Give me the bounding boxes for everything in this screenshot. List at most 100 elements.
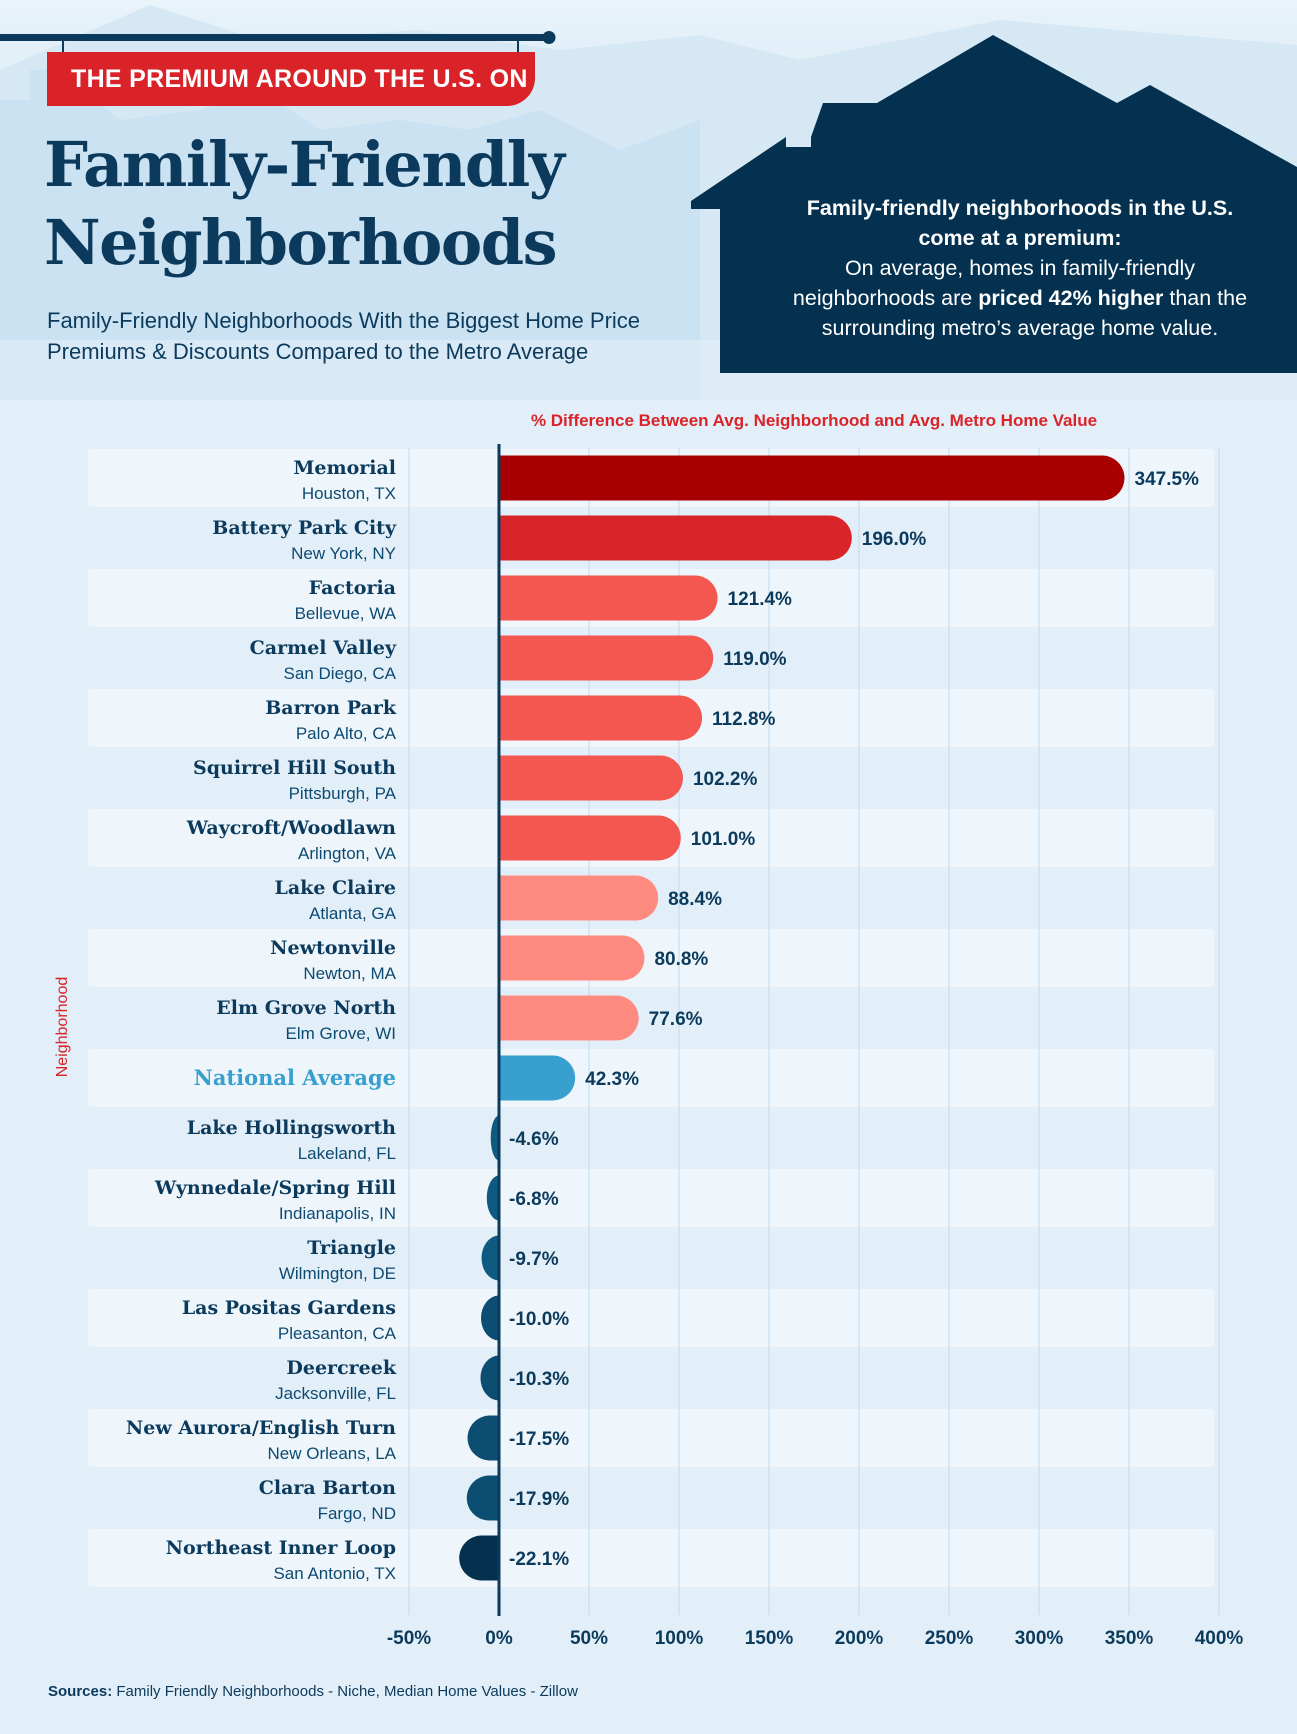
sources-label: Sources:	[48, 1683, 113, 1700]
callout-line4: neighborhoods are priced 42% higher than…	[740, 283, 1297, 313]
subtitle-line1: Family-Friendly Neighborhoods With the B…	[47, 308, 641, 333]
bar-row: 119.0% Carmel Valley San Diego, CA	[250, 635, 787, 683]
category-name: Northeast Inner Loop	[166, 1537, 396, 1559]
callout-text: Family-friendly neighborhoods in the U.S…	[740, 193, 1297, 343]
category-city: Jacksonville, FL	[275, 1384, 396, 1403]
x-tick-label: 50%	[570, 1628, 608, 1649]
category-name: Squirrel Hill South	[193, 757, 396, 779]
bar-value-label: 88.4%	[668, 889, 722, 910]
row-stripe	[88, 1049, 1214, 1107]
category-name: Waycroft/Woodlawn	[186, 817, 396, 839]
category-name: Deercreek	[286, 1357, 396, 1379]
category-city: Fargo, ND	[318, 1504, 396, 1523]
bar-row: 88.4% Lake Claire Atlanta, GA	[274, 875, 722, 923]
x-tick-label: 250%	[925, 1628, 974, 1649]
x-tick-label: -50%	[387, 1628, 431, 1649]
category-name: National Average	[194, 1065, 396, 1090]
callout-line1: Family-friendly neighborhoods in the U.S…	[806, 196, 1234, 220]
category-city: Wilmington, DE	[279, 1264, 396, 1283]
subtitle-line2: Premiums & Discounts Compared to the Met…	[47, 339, 589, 364]
bar-value-label: -10.3%	[509, 1369, 569, 1390]
bar-row: 196.0% Battery Park City New York, NY	[212, 515, 926, 563]
x-tick-label: 350%	[1105, 1628, 1154, 1649]
bar-value-label: 80.8%	[654, 949, 708, 970]
category-city: New York, NY	[291, 544, 396, 563]
bar-row: -10.3% Deercreek Jacksonville, FL	[275, 1355, 569, 1403]
bar-row: -9.7% Triangle Wilmington, DE	[279, 1235, 559, 1283]
bar-value-label: -17.5%	[509, 1429, 569, 1450]
bar-row: 347.5% Memorial Houston, TX	[293, 455, 1200, 503]
bar	[499, 755, 683, 801]
category-city: San Diego, CA	[284, 664, 397, 683]
row-stripe	[88, 1289, 1214, 1347]
bar-row: -10.0% Las Positas Gardens Pleasanton, CA	[182, 1295, 569, 1343]
bar-value-label: 101.0%	[691, 829, 756, 850]
x-tick-label: 150%	[745, 1628, 794, 1649]
callout-line4-pre: neighborhoods are	[792, 286, 979, 310]
category-city: Pleasanton, CA	[278, 1324, 397, 1343]
page-title-line2: Neighborhoods	[44, 206, 558, 279]
bar-value-label: 121.4%	[728, 589, 793, 610]
row-stripe	[88, 1169, 1214, 1227]
bar-value-label: -6.8%	[509, 1189, 559, 1210]
house-shape	[691, 35, 1297, 373]
bar	[499, 695, 703, 741]
bar	[467, 1415, 499, 1461]
category-name: Clara Barton	[259, 1477, 396, 1499]
bar-row: -22.1% Northeast Inner Loop San Antonio, T…	[166, 1535, 569, 1583]
category-city: San Antonio, TX	[273, 1564, 396, 1583]
bar	[499, 1055, 576, 1101]
category-name: Memorial	[293, 457, 396, 479]
bar-value-label: -22.1%	[509, 1549, 569, 1570]
bar-value-label: -4.6%	[509, 1129, 559, 1150]
category-city: Bellevue, WA	[295, 604, 397, 623]
bar-value-label: -17.9%	[509, 1489, 569, 1510]
category-city: Arlington, VA	[298, 844, 397, 863]
bar	[499, 635, 714, 681]
sources-note: Sources: Family Friendly Neighborhoods -…	[48, 1683, 578, 1700]
category-city: New Orleans, LA	[268, 1444, 397, 1463]
category-name: Carmel Valley	[250, 637, 397, 659]
sign-rod	[0, 34, 548, 41]
sign-rod-end	[542, 31, 556, 44]
bar	[499, 815, 681, 861]
sources-text: Family Friendly Neighborhoods - Niche, M…	[112, 1683, 578, 1700]
bar-row: -17.9% Clara Barton Fargo, ND	[259, 1475, 569, 1523]
bar-value-label: -10.0%	[509, 1309, 569, 1330]
category-name: Triangle	[307, 1237, 396, 1259]
bar	[481, 1235, 499, 1281]
category-city: Indianapolis, IN	[279, 1204, 396, 1223]
bar	[481, 1295, 499, 1341]
bar	[480, 1355, 499, 1401]
callout-line2: come at a premium:	[918, 226, 1122, 250]
category-city: Elm Grove, WI	[285, 1024, 396, 1043]
x-tick-label: 300%	[1015, 1628, 1064, 1649]
x-tick-label: 200%	[835, 1628, 884, 1649]
chart-title: % Difference Between Avg. Neighborhood a…	[530, 411, 1098, 430]
x-tick-label: 400%	[1195, 1628, 1244, 1649]
callout-highlight: priced 42% higher	[978, 286, 1164, 310]
category-city: Pittsburgh, PA	[289, 784, 397, 803]
bar-value-label: 347.5%	[1135, 469, 1200, 490]
houses-silhouette	[0, 70, 700, 400]
category-city: Newton, MA	[303, 964, 396, 983]
bar-value-label: 112.8%	[712, 709, 775, 730]
bar-row: 101.0% Waycroft/Woodlawn Arlington, VA	[186, 815, 756, 863]
category-name: Factoria	[309, 577, 396, 599]
callout-line5: surrounding metro’s average home value.	[821, 316, 1219, 340]
bar-row: -4.6% Lake Hollingsworth Lakeland, FL	[187, 1115, 559, 1163]
category-name: Barron Park	[265, 697, 397, 719]
category-city: Palo Alto, CA	[296, 724, 397, 743]
x-tick-label: 0%	[485, 1628, 513, 1649]
category-name: Lake Claire	[274, 877, 396, 899]
category-name: Wynnedale/Spring Hill	[154, 1177, 396, 1199]
bar	[499, 515, 852, 561]
bar	[499, 455, 1125, 501]
header-banner: THE PREMIUM AROUND THE U.S. ON	[47, 52, 535, 106]
row-stripe	[88, 1529, 1214, 1587]
bar	[499, 575, 718, 621]
bar	[466, 1475, 499, 1521]
bar-row: 80.8% Newtonville Newton, MA	[270, 935, 708, 983]
x-tick-label: 100%	[655, 1628, 704, 1649]
